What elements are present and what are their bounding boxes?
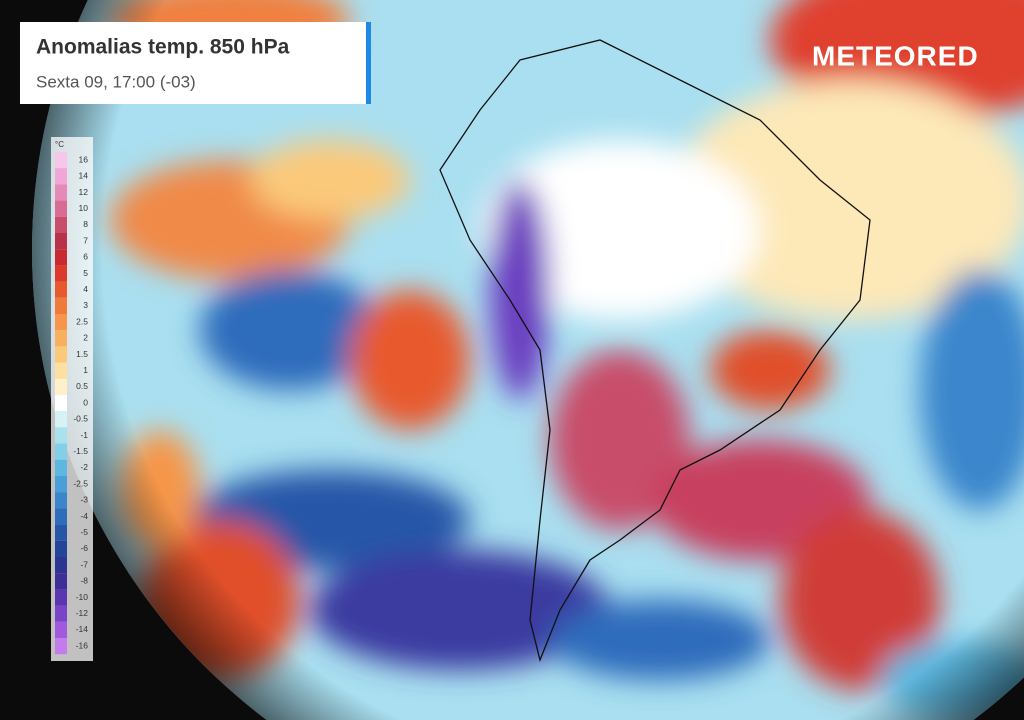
legend-label: 12: [79, 187, 89, 197]
legend-label: 1.5: [76, 349, 88, 359]
legend-label: -0.5: [73, 414, 88, 424]
legend-swatch: [55, 427, 67, 444]
legend-label: -10: [76, 592, 89, 602]
legend-swatch: [55, 168, 67, 185]
legend-label: -16: [76, 640, 89, 650]
legend-label: 4: [83, 284, 88, 294]
legend-swatch: [55, 638, 67, 655]
legend-label: 6: [83, 252, 88, 262]
legend-swatch: [55, 540, 67, 557]
legend-swatch: [55, 589, 67, 606]
legend-swatch: [55, 265, 67, 282]
legend-swatch: [55, 200, 67, 217]
legend-swatch: [55, 297, 67, 314]
title-box: [20, 22, 370, 104]
legend-unit: °C: [55, 140, 64, 149]
legend-label: 0: [83, 397, 88, 407]
legend-label: -2.5: [73, 478, 88, 488]
title-accent: [366, 22, 371, 104]
legend-swatch: [55, 492, 67, 509]
title: Anomalias temp. 850 hPa: [36, 36, 290, 59]
legend-swatch: [55, 314, 67, 331]
legend-label: -4: [80, 511, 88, 521]
legend-label: 0.5: [76, 381, 88, 391]
brand-logo: METEORED: [812, 40, 979, 71]
legend-swatch: [55, 216, 67, 233]
legend-label: 3: [83, 300, 88, 310]
legend-label: -1.5: [73, 446, 88, 456]
legend-swatch: [55, 508, 67, 525]
legend-label: 2.5: [76, 316, 88, 326]
legend-swatch: [55, 233, 67, 250]
legend-swatch: [55, 621, 67, 638]
legend-label: 5: [83, 268, 88, 278]
legend-label: -3: [80, 495, 88, 505]
legend-label: -6: [80, 543, 88, 553]
legend-label: 8: [83, 219, 88, 229]
legend-swatch: [55, 459, 67, 476]
legend-swatch: [55, 362, 67, 379]
legend-swatch: [55, 411, 67, 428]
legend-label: 1: [83, 365, 88, 375]
legend-swatch: [55, 605, 67, 622]
legend-label: -2: [80, 462, 88, 472]
legend-swatch: [55, 476, 67, 493]
legend-swatch: [55, 573, 67, 590]
legend-swatch: [55, 395, 67, 412]
legend-swatch: [55, 378, 67, 395]
legend-swatch: [55, 152, 67, 169]
legend-swatch: [55, 249, 67, 266]
legend-label: -14: [76, 624, 89, 634]
legend-swatch: [55, 330, 67, 347]
legend-label: -12: [76, 608, 89, 618]
legend-swatch: [55, 281, 67, 298]
legend-label: 16: [79, 154, 89, 164]
legend-label: 14: [79, 171, 89, 181]
legend-swatch: [55, 184, 67, 201]
legend-swatch: [55, 524, 67, 541]
legend-label: -5: [80, 527, 88, 537]
legend-swatch: [55, 346, 67, 363]
legend-label: 7: [83, 235, 88, 245]
legend-label: -1: [80, 430, 88, 440]
legend-label: -7: [80, 559, 88, 569]
legend-swatch: [55, 557, 67, 574]
subtitle: Sexta 09, 17:00 (-03): [36, 72, 196, 91]
legend-swatch: [55, 443, 67, 460]
legend-label: 2: [83, 333, 88, 343]
legend-label: 10: [79, 203, 89, 213]
legend-label: -8: [80, 576, 88, 586]
legend: °C 16 14 12 10 8 7 6 5 4 3 2.5 2 1.5 1 0.5 0 -0.5 -1 -1.5 -2…: [51, 137, 93, 661]
